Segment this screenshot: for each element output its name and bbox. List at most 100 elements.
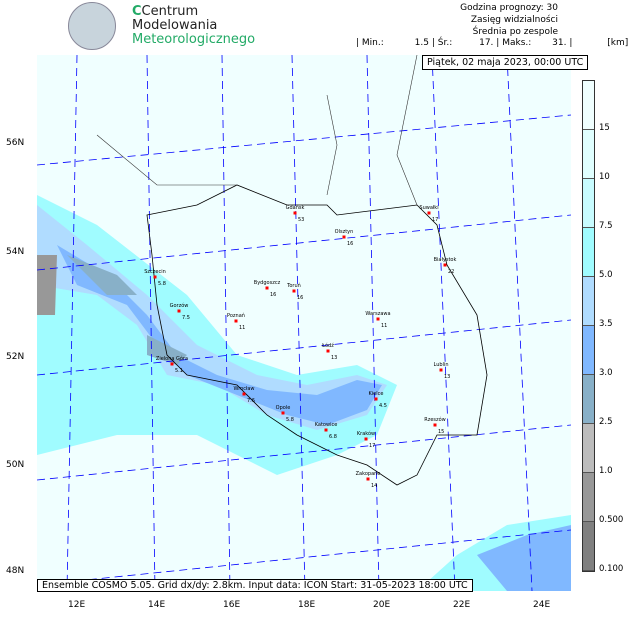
city-marker — [439, 368, 443, 372]
city-value: 17 — [432, 217, 438, 223]
city-value: 4.5 — [379, 403, 387, 409]
colorbar-segment — [583, 228, 594, 277]
city-value: 5.8 — [158, 281, 166, 287]
city-value: 6.8 — [329, 434, 337, 440]
model-info: Ensemble COSMO 5.05. Grid dx/dy: 2.8km. … — [37, 579, 473, 592]
aggregation: Średnia po zespole — [472, 27, 558, 37]
city-value: 13 — [331, 355, 337, 361]
lon-label: 18E — [298, 600, 316, 610]
lon-label: 20E — [373, 600, 391, 610]
city-name: Poznań — [227, 312, 245, 319]
city-value: 53 — [298, 217, 304, 223]
lat-label: 54N — [6, 247, 25, 257]
city-name: Toruń — [286, 282, 301, 289]
lat-label: 48N — [6, 566, 25, 576]
city-marker — [324, 428, 328, 432]
lat-label: 52N — [6, 352, 25, 362]
colorbar-label: 5.0 — [599, 270, 613, 280]
max-value: 31. — [552, 38, 567, 48]
city-value: 13 — [444, 374, 450, 380]
city-name: Łódź — [321, 342, 334, 349]
colorbar-segment — [583, 522, 594, 571]
avg-label: Śr.: — [437, 38, 453, 48]
city-value: 17 — [369, 443, 375, 449]
coastline-borders — [96, 55, 418, 206]
stats-line: | Min.: 1.5 | Śr.: 17. | Maks.: 31. | [k… — [356, 38, 629, 48]
colorbar-label: 3.5 — [599, 319, 613, 329]
city-marker — [342, 235, 346, 239]
colorbar-segment — [583, 277, 594, 326]
city-marker — [170, 362, 174, 366]
city-value: 16 — [347, 241, 353, 247]
colorbar-segment — [583, 179, 594, 228]
colorbar-label: 1.0 — [599, 466, 613, 476]
city-name: Białystok — [434, 257, 457, 263]
city-marker — [374, 397, 378, 401]
colorbar-segment — [583, 473, 594, 522]
city-name: Opole — [276, 405, 291, 411]
city-name: Warszawa — [365, 311, 390, 317]
city-value: 22 — [448, 269, 454, 275]
colorbar-label: 0.500 — [599, 515, 624, 525]
city-marker — [265, 286, 269, 290]
logo-text: CCentrum Modelowania Meteorologicznego — [132, 4, 256, 47]
logo-line1: Centrum — [141, 4, 199, 19]
city-name: Gorzów — [170, 302, 189, 309]
lat-label: 50N — [6, 460, 25, 470]
city-markers: Gdańsk 53 Suwałki 17 Olsztyn 16 Białystok 22 Szc… — [144, 204, 456, 489]
city-value: 14 — [371, 483, 377, 489]
colorbar-segment — [583, 130, 594, 179]
city-name: Olsztyn — [335, 229, 354, 235]
colorbar-segment — [583, 81, 594, 130]
colorbar — [582, 80, 595, 572]
city-name: Kielce — [369, 391, 384, 397]
city-value: 11 — [381, 323, 387, 329]
city-value: 5.8 — [286, 417, 294, 423]
city-name: Lublin — [434, 362, 449, 368]
max-label: Maks.: — [502, 38, 532, 48]
city-marker — [443, 263, 447, 267]
city-marker — [366, 477, 370, 481]
city-marker — [292, 289, 296, 293]
lon-label: 22E — [453, 600, 471, 610]
city-name: Bydgoszcz — [254, 280, 281, 286]
city-value: 11 — [239, 325, 245, 331]
city-name: Wrocław — [233, 386, 254, 392]
city-name: Suwałki — [419, 205, 438, 211]
colorbar-label: 15 — [599, 123, 610, 133]
colorbar-label: 10 — [599, 172, 610, 182]
city-marker — [281, 411, 285, 415]
lon-label: 14E — [148, 600, 166, 610]
city-marker — [242, 392, 246, 396]
city-marker — [326, 349, 330, 353]
colorbar-label: 0.100 — [599, 564, 624, 574]
city-marker — [177, 309, 181, 313]
colorbar-label: 7.5 — [599, 221, 613, 231]
variable-name: Zasięg widzialności — [470, 15, 558, 25]
city-name: Rzeszów — [424, 416, 446, 423]
forecast-hour: Godzina prognozy: 30 — [460, 3, 558, 13]
imgw-logo — [68, 2, 116, 50]
city-name: Szczecin — [144, 269, 166, 275]
city-marker — [153, 275, 157, 279]
visibility-map: Gdańsk 53 Suwałki 17 Olsztyn 16 Białystok 22 Szc… — [37, 55, 571, 591]
city-marker — [364, 437, 368, 441]
lon-label: 16E — [223, 600, 241, 610]
min-label: Min.: — [361, 38, 384, 48]
city-value: 5.1 — [175, 368, 183, 374]
poland-border — [146, 184, 488, 486]
visibility-field — [37, 195, 571, 591]
city-value: 7.5 — [182, 315, 190, 321]
city-value: 7.6 — [247, 398, 255, 404]
lon-label: 12E — [68, 600, 86, 610]
city-name: Kraków — [357, 430, 375, 437]
avg-value: 17. — [479, 38, 494, 48]
city-value: 16 — [270, 292, 276, 298]
city-marker — [293, 211, 297, 215]
city-name: Gdańsk — [286, 204, 305, 211]
colorbar-label: 3.0 — [599, 368, 613, 378]
city-name: Zakopane — [356, 471, 381, 477]
lon-label: 24E — [533, 600, 551, 610]
city-value: 16 — [297, 295, 303, 301]
city-marker — [427, 211, 431, 215]
